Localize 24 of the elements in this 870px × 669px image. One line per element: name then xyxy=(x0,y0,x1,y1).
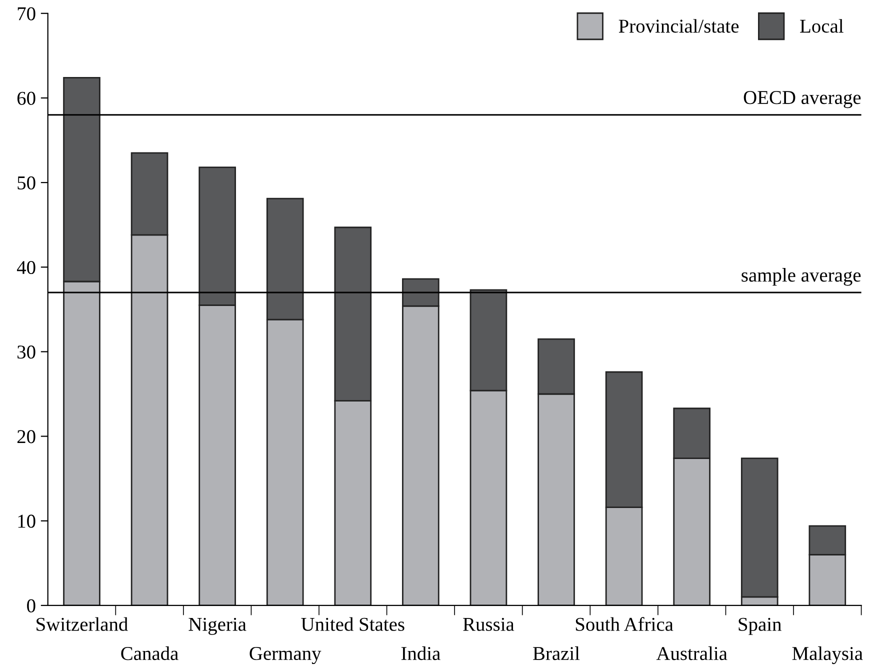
y-tick-label: 50 xyxy=(18,176,36,190)
x-tick-label: Switzerland xyxy=(36,617,128,631)
y-tick-label: 10 xyxy=(18,514,36,528)
x-tick-label: South Africa xyxy=(576,617,674,631)
x-tick-label: Spain xyxy=(738,618,782,635)
x-tick-label: Germany xyxy=(250,646,322,664)
x-tick-label: United States xyxy=(301,617,404,631)
x-tick-label: Brazil xyxy=(533,646,580,660)
y-tick-label: 40 xyxy=(16,260,36,274)
x-tick-label: Australia xyxy=(656,646,728,660)
x-tick-label: Malaysia xyxy=(792,646,863,664)
y-tick-label: 30 xyxy=(18,346,36,359)
legend-label: Local xyxy=(800,19,844,33)
x-tick-label: Canada xyxy=(121,646,178,660)
ref-line-label: OECD average xyxy=(744,91,861,108)
x-tick-label: India xyxy=(401,646,440,660)
y-tick-label: 20 xyxy=(17,430,36,444)
x-tick-label: Russia xyxy=(463,618,514,631)
x-tick-label: Nigeria xyxy=(188,618,246,635)
ref-line-label: sample average xyxy=(742,268,861,286)
y-tick-label: 70 xyxy=(18,7,36,20)
y-tick-label: 0 xyxy=(27,599,36,612)
legend-label: Provincial/state xyxy=(618,19,739,33)
y-tick-label: 60 xyxy=(17,92,36,105)
